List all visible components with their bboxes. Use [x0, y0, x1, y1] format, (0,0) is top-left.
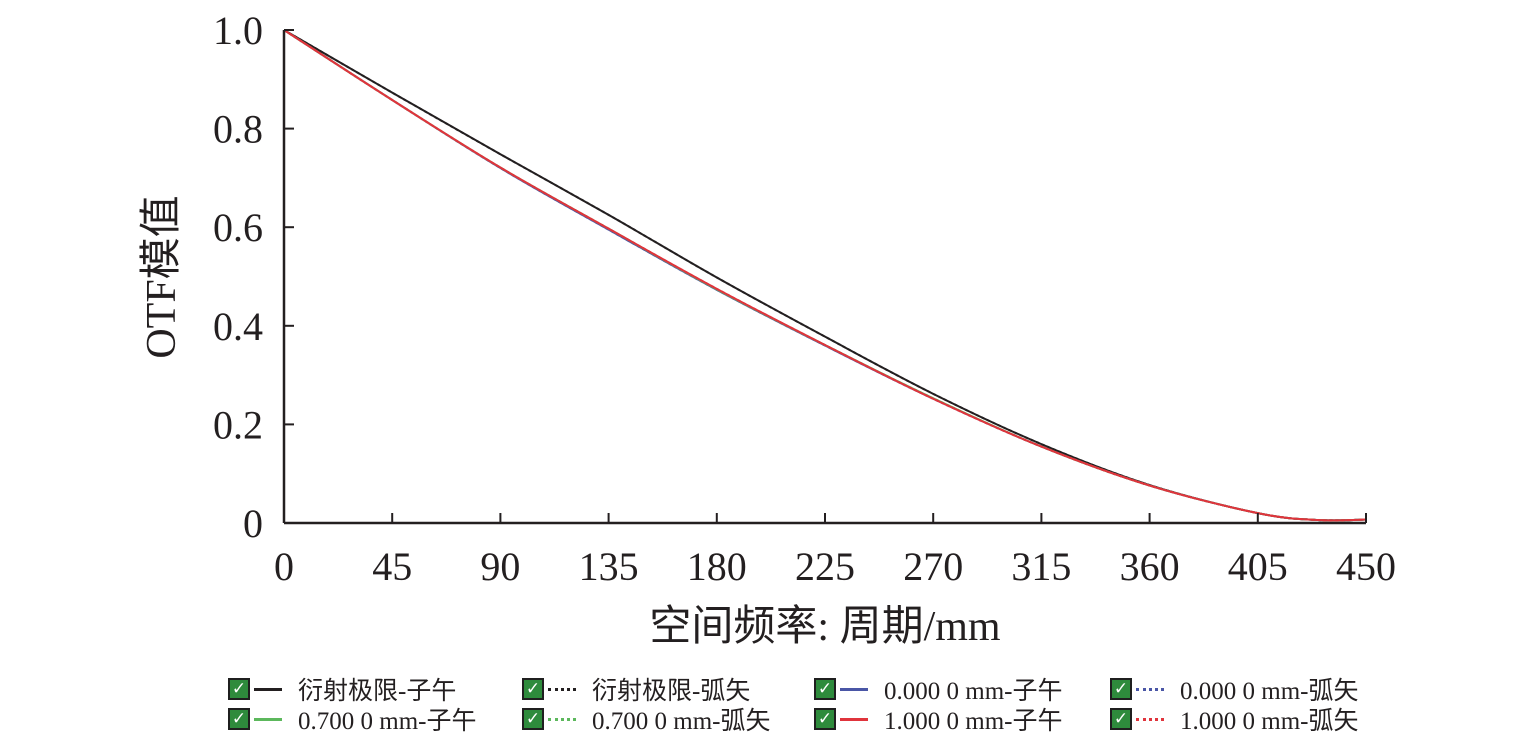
legend-swatch — [548, 687, 576, 691]
legend-label: 1.000 0 mm-弧矢 — [1180, 708, 1359, 735]
series-line-8 — [283, 29, 1367, 522]
legend-item[interactable]: ✓ 0.700 0 mm-子午 — [228, 704, 477, 735]
checkbox-icon[interactable]: ✓ — [522, 708, 544, 730]
checkbox-icon[interactable]: ✓ — [1110, 678, 1132, 700]
legend-label: 0.700 0 mm-弧矢 — [592, 708, 771, 735]
x-tick-label: 45 — [372, 544, 412, 589]
checkbox-icon[interactable]: ✓ — [522, 678, 544, 700]
x-tick-label: 270 — [903, 544, 963, 589]
legend-label: 衍射极限-子午 — [298, 678, 457, 705]
legend-label: 0.700 0 mm-子午 — [298, 708, 477, 735]
y-tick-label: 0.2 — [213, 402, 263, 447]
legend-label: 0.000 0 mm-弧矢 — [1180, 678, 1359, 705]
x-tick-label: 450 — [1336, 544, 1396, 589]
legend-item[interactable]: ✓ 0.000 0 mm-弧矢 — [1110, 674, 1359, 705]
y-axis-title: OTF模值 — [139, 195, 185, 358]
legend-swatch — [1136, 717, 1164, 721]
series-line-7 — [283, 29, 1367, 522]
series-line-5 — [283, 29, 1367, 522]
series-layer — [283, 29, 1367, 522]
y-tick-label: 1.0 — [213, 8, 263, 53]
legend-swatch — [840, 687, 868, 691]
checkbox-icon[interactable]: ✓ — [814, 678, 836, 700]
legend-label: 1.000 0 mm-子午 — [884, 708, 1063, 735]
series-line-4 — [283, 29, 1367, 522]
legend-item[interactable]: ✓ 衍射极限-子午 — [228, 674, 457, 705]
axes-layer — [282, 30, 1366, 525]
legend-item[interactable]: ✓ 1.000 0 mm-子午 — [814, 704, 1063, 735]
series-line-2 — [283, 29, 1367, 522]
checkbox-icon[interactable]: ✓ — [814, 708, 836, 730]
x-tick-label: 90 — [480, 544, 520, 589]
x-tick-label: 180 — [687, 544, 747, 589]
ticks-layer: 0 45 90 135 180 225 270 315 360 405 450 0 0.2 0.4 0.6 0… — [213, 8, 1396, 589]
legend-swatch — [254, 717, 282, 721]
legend-label: 0.000 0 mm-子午 — [884, 678, 1063, 705]
legend-swatch — [548, 717, 576, 721]
legend-swatch — [1136, 687, 1164, 691]
x-axis-title: 空间频率: 周期/mm — [649, 603, 1001, 650]
x-tick-label: 360 — [1120, 544, 1180, 589]
x-tick-label: 0 — [274, 544, 294, 589]
x-tick-label: 135 — [579, 544, 639, 589]
checkbox-icon[interactable]: ✓ — [228, 678, 250, 700]
legend-label: 衍射极限-弧矢 — [592, 678, 751, 705]
checkbox-icon[interactable]: ✓ — [228, 708, 250, 730]
legend-item[interactable]: ✓ 0.700 0 mm-弧矢 — [522, 704, 771, 735]
legend-swatch — [254, 687, 282, 691]
legend-item[interactable]: ✓ 0.000 0 mm-子午 — [814, 674, 1063, 705]
series-line-6 — [283, 29, 1367, 522]
checkbox-icon[interactable]: ✓ — [1110, 708, 1132, 730]
x-tick-label: 405 — [1228, 544, 1288, 589]
y-tick-label: 0.8 — [213, 107, 263, 152]
legend-item[interactable]: ✓ 1.000 0 mm-弧矢 — [1110, 704, 1359, 735]
x-tick-label: 225 — [795, 544, 855, 589]
y-tick-label: 0 — [243, 501, 263, 546]
series-line-3 — [283, 29, 1367, 522]
y-tick-label: 0.6 — [213, 205, 263, 250]
series-line-1 — [283, 29, 1367, 522]
legend-swatch — [840, 717, 868, 721]
x-tick-label: 315 — [1011, 544, 1071, 589]
legend-item[interactable]: ✓ 衍射极限-弧矢 — [522, 674, 751, 705]
y-tick-label: 0.4 — [213, 304, 263, 349]
